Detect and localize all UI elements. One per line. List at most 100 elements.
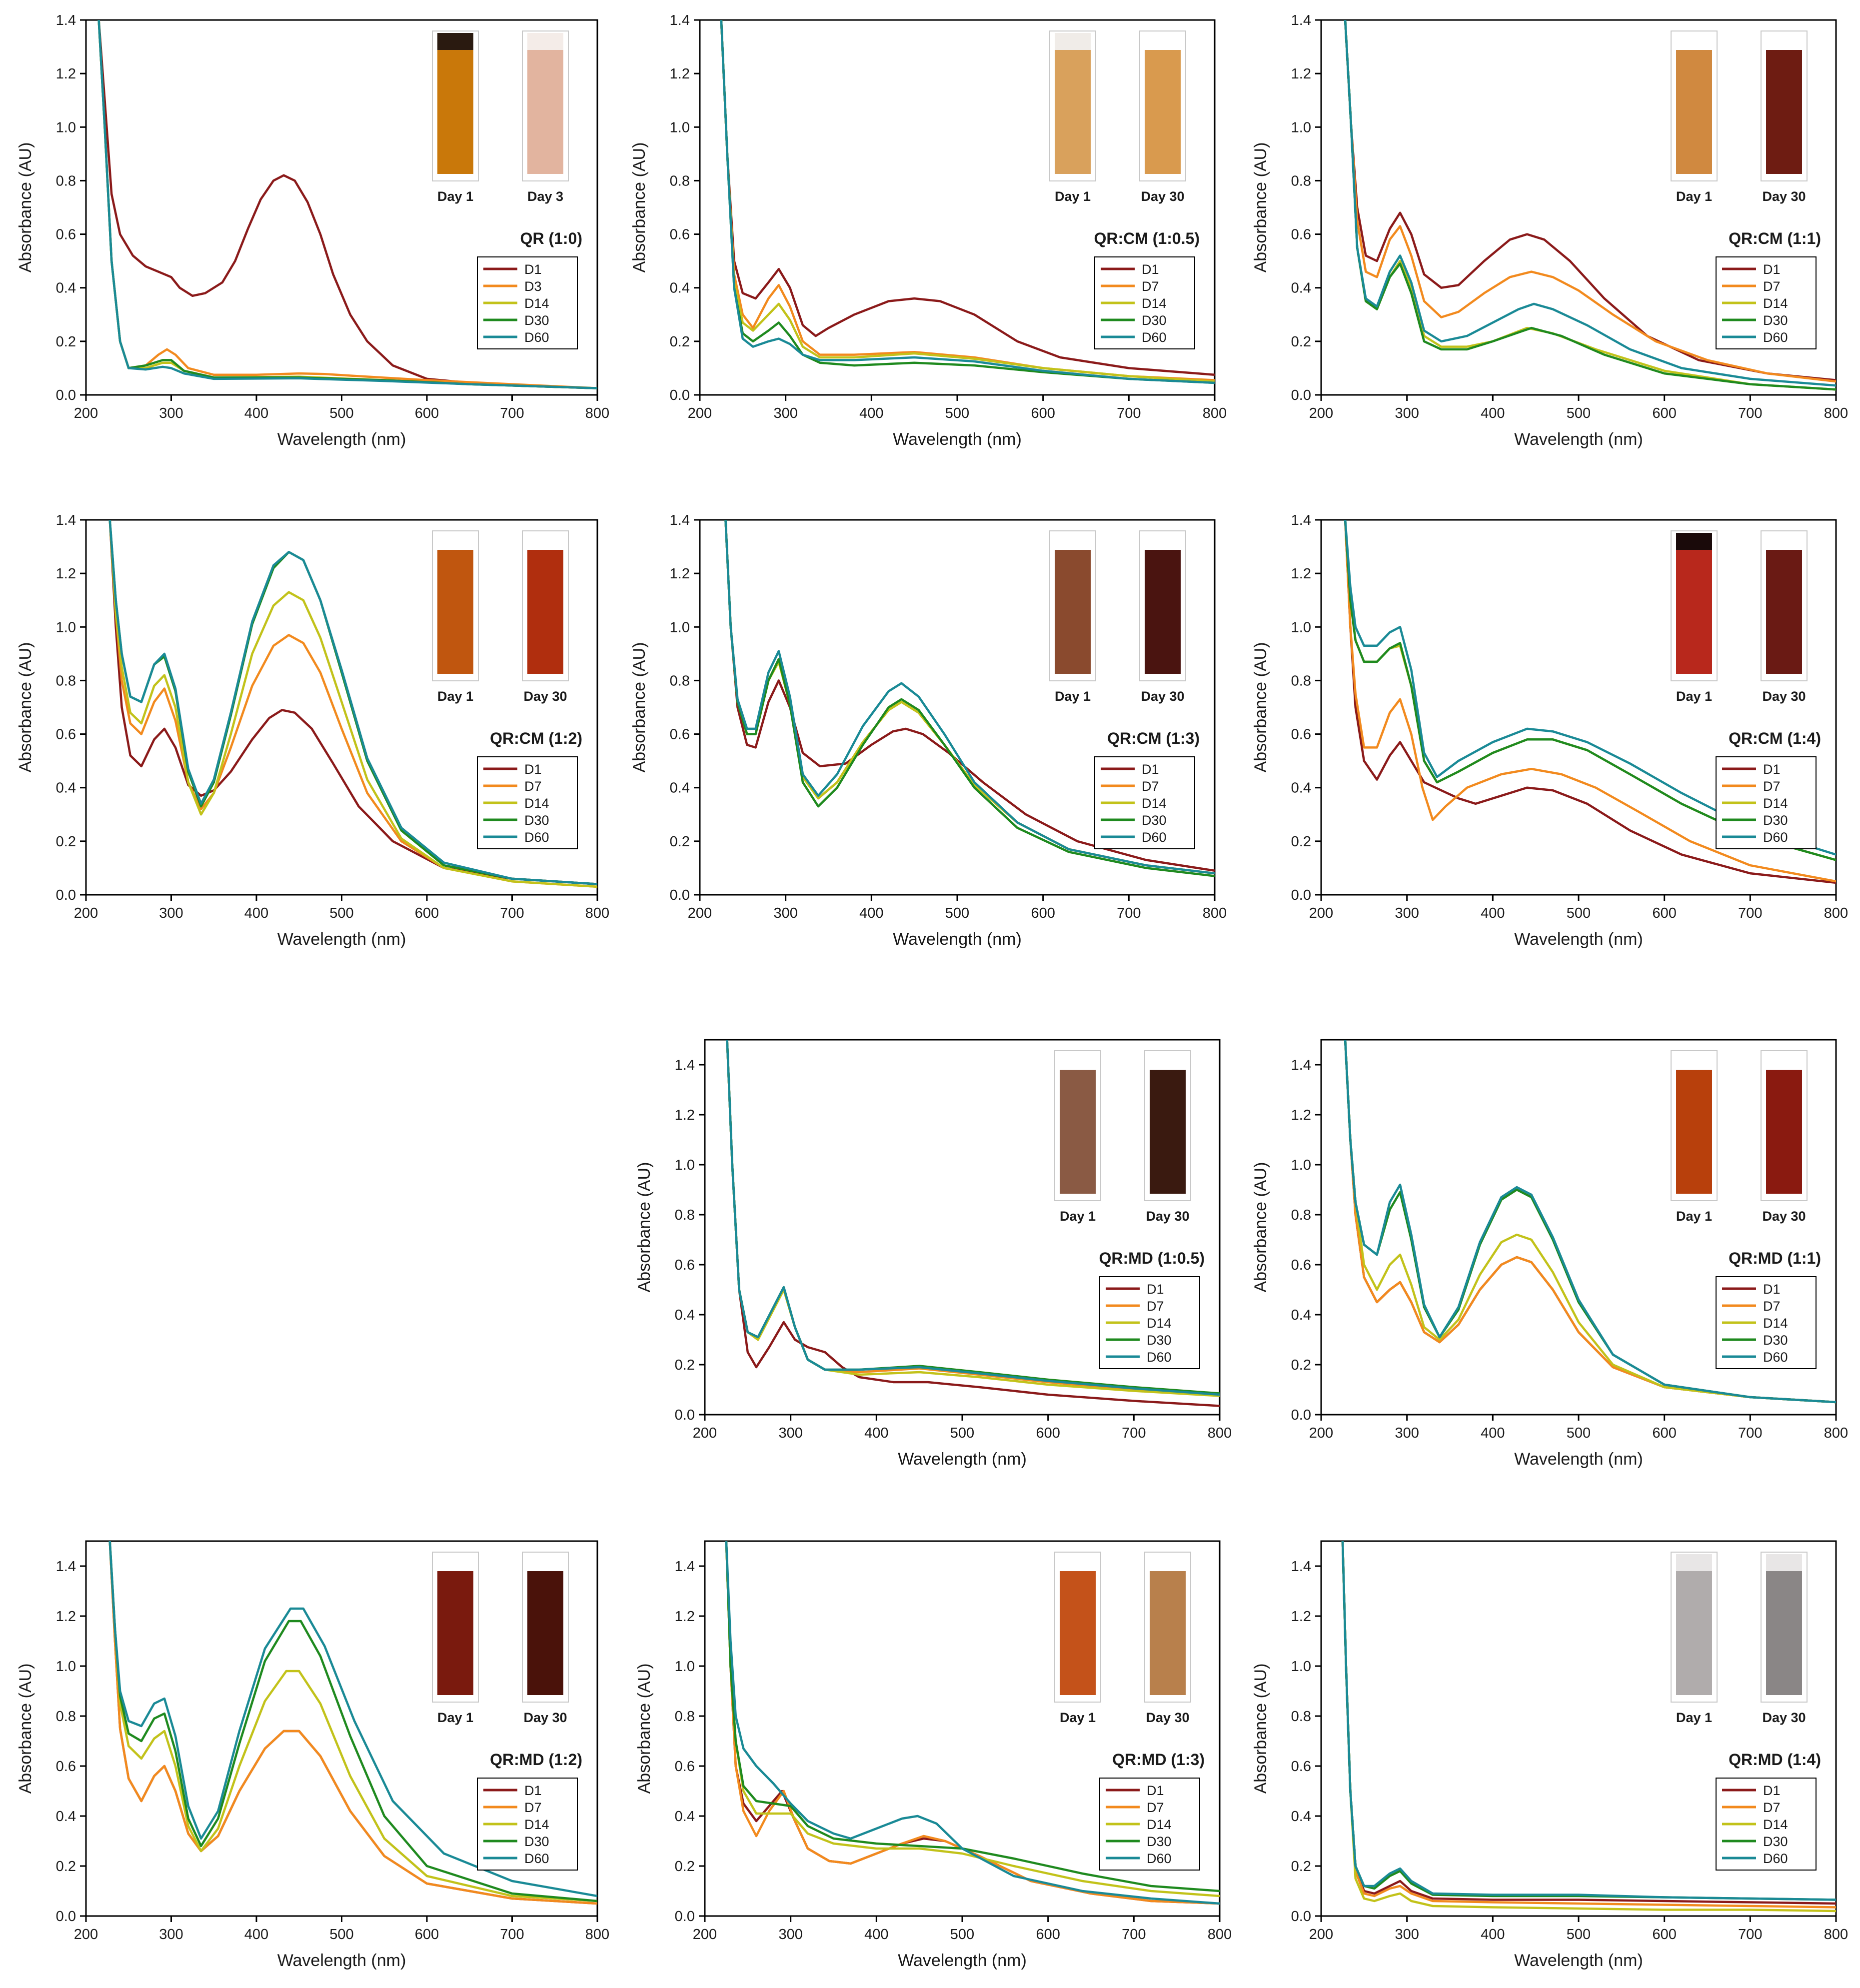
series-group [108, 520, 597, 888]
panel-qr-cm-1-4: 200 300 400 500 600 700 800 0.0 0.2 0.4 0.6 0.8 1.0 1… [1251, 512, 1848, 949]
cuvette-liquid [1676, 50, 1712, 174]
y-tick-label: 1.4 [1291, 1559, 1311, 1575]
legend-label-d14: D14 [1763, 296, 1788, 311]
cuvette-meniscus [1055, 533, 1091, 550]
legend-label-d60: D60 [1142, 830, 1167, 845]
y-tick-label: 0.0 [670, 387, 690, 403]
y-tick-label: 1.2 [1291, 1609, 1311, 1625]
legend-label-d30: D30 [1763, 1333, 1788, 1348]
x-tick-label: 800 [1824, 1425, 1848, 1441]
y-tick-label: 1.2 [1291, 1107, 1311, 1123]
legend-label-d14: D14 [1763, 1316, 1788, 1331]
x-tick-label: 300 [1395, 1425, 1419, 1441]
legend-label-d14: D14 [1142, 796, 1167, 811]
x-tick-label: 300 [1395, 405, 1419, 421]
series-line-d7 [108, 520, 597, 888]
cuvette-liquid [437, 1571, 473, 1695]
x-tick-label: 200 [1309, 1425, 1333, 1441]
y-axis-title: Absorbance (AU) [635, 1162, 654, 1293]
series-line-d30 [108, 1541, 597, 1903]
y-tick-label: 0.4 [1291, 280, 1311, 296]
series-group [1344, 520, 1836, 884]
photo-day-label: Day 30 [1146, 1710, 1189, 1725]
cuvette-meniscus [1150, 1554, 1186, 1571]
series-group [724, 520, 1215, 877]
x-tick-label: 800 [1824, 905, 1848, 921]
cuvette-liquid [1766, 550, 1802, 674]
x-tick-label: 700 [1738, 405, 1762, 421]
cuvette-liquid [437, 50, 473, 174]
y-tick-label: 1.2 [56, 566, 76, 582]
y-tick-label: 0.4 [56, 780, 76, 796]
y-tick-label: 0.2 [1291, 334, 1311, 350]
x-tick-label: 800 [585, 405, 609, 421]
x-tick-label: 200 [1309, 1927, 1333, 1943]
y-tick-label: 0.2 [670, 334, 690, 350]
series-line-d7 [1344, 20, 1836, 383]
x-tick-label: 300 [1395, 1927, 1419, 1943]
y-tick-label: 0.0 [56, 1909, 76, 1925]
x-tick-label: 300 [159, 1927, 183, 1943]
y-tick-label: 0.2 [56, 334, 76, 350]
cuvette-photo: Day 30 [1139, 530, 1186, 704]
y-tick-label: 0.4 [1291, 780, 1311, 796]
panel-title: QR:MD (1:0.5) [1099, 1249, 1205, 1267]
legend-label-d1: D1 [1142, 262, 1159, 277]
legend-label-d14: D14 [524, 796, 549, 811]
y-tick-label: 0.8 [1291, 173, 1311, 189]
y-axis-title: Absorbance (AU) [1251, 142, 1270, 273]
x-tick-label: 200 [74, 905, 98, 921]
cuvette-liquid [527, 50, 563, 174]
x-tick-label: 600 [415, 405, 439, 421]
x-tick-label: 700 [500, 1927, 524, 1943]
series-group [726, 1040, 1220, 1407]
x-tick-label: 800 [1203, 905, 1227, 921]
legend-label-d7: D7 [1142, 779, 1159, 794]
legend: D1 D3 D14 D30 D60 [477, 256, 578, 349]
x-tick-label: 700 [500, 905, 524, 921]
cuvette-liquid [1150, 1571, 1186, 1695]
y-tick-label: 0.4 [1291, 1809, 1311, 1825]
series-line-d7 [108, 1541, 597, 1905]
y-axis-title: Absorbance (AU) [1251, 1664, 1270, 1794]
x-axis-title: Wavelength (nm) [893, 930, 1022, 949]
y-tick-label: 0.2 [56, 1859, 76, 1875]
legend-label-d60: D60 [524, 330, 549, 345]
photo-day-label: Day 30 [1762, 189, 1806, 204]
y-tick-label: 0.0 [675, 1407, 695, 1423]
panel-title: QR:MD (1:2) [490, 1751, 582, 1769]
y-tick-label: 1.0 [675, 1659, 695, 1675]
y-tick-label: 0.0 [670, 887, 690, 903]
x-tick-label: 800 [1824, 405, 1848, 421]
legend-label-d30: D30 [1142, 313, 1167, 328]
panel-qr-md-1-2: 200 300 400 500 600 700 800 0.0 0.2 0.4 0.6 0.8 1.0 1… [16, 1540, 609, 1970]
legend: D1 D7 D14 D30 D60 [1094, 756, 1195, 849]
y-tick-label: 1.0 [670, 619, 690, 635]
legend-label-d30: D30 [1147, 1834, 1172, 1849]
x-tick-label: 500 [950, 1927, 974, 1943]
photo-day-label: Day 1 [1060, 1209, 1096, 1224]
photo-day-label: Day 3 [527, 189, 563, 204]
x-tick-label: 700 [1738, 1927, 1762, 1943]
legend: D1 D7 D14 D30 D60 [1716, 256, 1817, 349]
y-tick-label: 1.4 [670, 12, 690, 28]
photo-day-label: Day 1 [437, 189, 473, 204]
cuvette-meniscus [1766, 1554, 1802, 1571]
x-tick-label: 500 [1567, 1425, 1591, 1441]
panel-title: QR (1:0) [520, 229, 582, 247]
legend-label-d14: D14 [1763, 796, 1788, 811]
y-tick-label: 1.0 [56, 1659, 76, 1675]
y-tick-label: 0.0 [1291, 387, 1311, 403]
x-tick-label: 700 [500, 405, 524, 421]
series-line-d60 [726, 1040, 1220, 1396]
x-tick-label: 400 [864, 1927, 888, 1943]
x-tick-label: 400 [1481, 1927, 1505, 1943]
x-tick-label: 400 [859, 905, 883, 921]
photo-day-label: Day 1 [1676, 689, 1712, 704]
cuvette-meniscus [437, 533, 473, 550]
x-tick-label: 500 [945, 405, 969, 421]
y-tick-label: 1.0 [1291, 1659, 1311, 1675]
series-line-d60 [725, 1541, 1220, 1905]
legend-label-d14: D14 [1763, 1817, 1788, 1832]
legend-label-d30: D30 [524, 313, 549, 328]
